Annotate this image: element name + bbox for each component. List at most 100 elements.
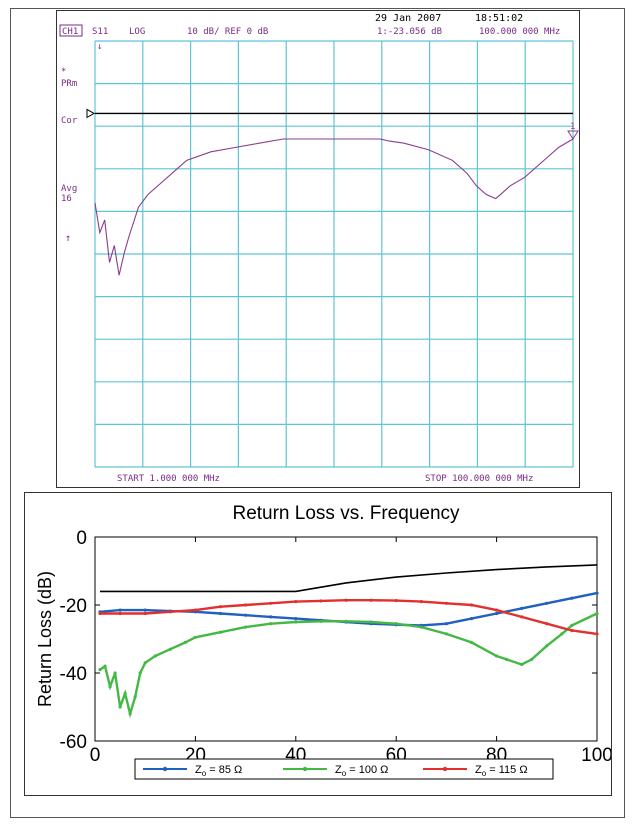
marker-readout: 1:-23.056 dB [377, 27, 442, 37]
data-point [269, 622, 273, 626]
data-point [218, 630, 223, 634]
legend-label: Zo = 85 Ω [195, 764, 242, 778]
y-tick-label: 0 [76, 528, 87, 549]
data-point [369, 598, 373, 602]
y-tick-label: -60 [60, 732, 87, 753]
marker-1-label: 1 [570, 122, 575, 132]
analyzer-chart-svg: 29 Jan 2007 18:51:02 CH1 S11 LOG 10 dB/ REF 0… [59, 13, 579, 484]
data-point [530, 657, 534, 661]
side-label: * [61, 67, 66, 77]
data-point [570, 596, 574, 600]
data-point [143, 611, 147, 616]
data-point [469, 603, 474, 607]
header-time: 18:51:02 [475, 13, 523, 24]
start-label: START 1.000 000 MHz [117, 474, 220, 484]
chart-title: Return Loss vs. Frequency [232, 503, 460, 524]
data-point [143, 608, 147, 612]
data-point [153, 654, 157, 658]
data-point [394, 598, 398, 603]
legend-swatch-marker [442, 766, 448, 772]
channel-label: CH1 [62, 27, 78, 37]
data-point [269, 601, 273, 605]
data-point [319, 599, 323, 603]
data-point [469, 640, 474, 644]
data-point [495, 654, 499, 658]
side-label: Cor [61, 116, 78, 126]
marker-frequency: 100.000 000 MHz [479, 27, 560, 37]
data-point [545, 644, 549, 648]
data-point [108, 685, 112, 689]
legend-swatch-marker [162, 766, 168, 772]
x-tick-label: 0 [90, 745, 101, 766]
data-point [595, 632, 599, 636]
data-point [469, 617, 474, 621]
data-point [394, 622, 398, 626]
side-label: PRm [61, 79, 77, 89]
data-point [520, 606, 524, 610]
data-point [369, 620, 373, 624]
y-tick-label: -20 [60, 596, 87, 617]
data-point [495, 608, 499, 612]
header-date: 29 Jan 2007 [375, 13, 441, 24]
data-point [123, 691, 127, 695]
data-point [570, 623, 574, 627]
data-point [570, 628, 574, 633]
return-loss-chart: Return Loss vs. Frequency Return Loss (dB… [24, 492, 613, 796]
data-point [118, 611, 122, 616]
data-point [294, 600, 298, 604]
data-point [168, 610, 172, 614]
data-point [495, 611, 499, 616]
scale-label: 10 dB/ REF 0 dB [187, 27, 268, 37]
side-label: Avg [61, 184, 77, 194]
data-point [520, 662, 524, 667]
x-tick-label: 100 [581, 745, 611, 766]
marker-1-icon [567, 130, 579, 140]
data-point [505, 657, 509, 661]
data-point [244, 625, 248, 629]
legend-box [134, 758, 554, 780]
data-point [269, 615, 273, 619]
data-point [218, 611, 223, 616]
data-point [193, 608, 197, 612]
data-point [168, 647, 172, 651]
format-label: LOG [129, 27, 145, 37]
data-point [344, 598, 348, 602]
data-point [595, 591, 599, 595]
network-analyzer-screen: 29 Jan 2007 18:51:02 CH1 S11 LOG 10 dB/ REF 0… [56, 10, 580, 488]
data-point [103, 664, 107, 668]
data-point [419, 600, 423, 604]
data-point [319, 619, 323, 623]
data-point [113, 671, 117, 675]
data-point [244, 613, 248, 617]
data-point [595, 611, 599, 616]
y-axis-label: Return Loss (dB) [35, 571, 55, 707]
arrow-icon: ↓ [97, 42, 102, 52]
data-point [344, 619, 348, 623]
series-line-limit [100, 564, 598, 593]
plot-area-frame [94, 536, 598, 742]
data-point [294, 620, 298, 624]
data-point [133, 695, 137, 699]
data-point [444, 622, 448, 626]
up-arrow-icon: ↑ [65, 233, 71, 244]
data-point [118, 608, 122, 612]
data-point [218, 605, 223, 609]
data-point [193, 635, 197, 639]
data-point [138, 671, 142, 675]
data-point [98, 668, 102, 672]
data-point [98, 611, 102, 616]
data-point [545, 601, 549, 605]
data-point [183, 640, 187, 644]
legend-label: Zo = 100 Ω [335, 764, 388, 778]
return-loss-chart-svg: Return Loss vs. Frequency Return Loss (dB… [35, 503, 613, 780]
figure-frame [10, 8, 625, 818]
data-point [128, 712, 132, 716]
data-point [143, 661, 147, 665]
data-point [244, 603, 248, 607]
reference-marker-icon [86, 108, 96, 119]
data-point [118, 705, 122, 709]
data-point [444, 632, 448, 636]
series-line-s11 [94, 138, 574, 276]
stop-label: STOP 100.000 000 MHz [425, 474, 533, 484]
legend-swatch-marker [302, 766, 308, 772]
